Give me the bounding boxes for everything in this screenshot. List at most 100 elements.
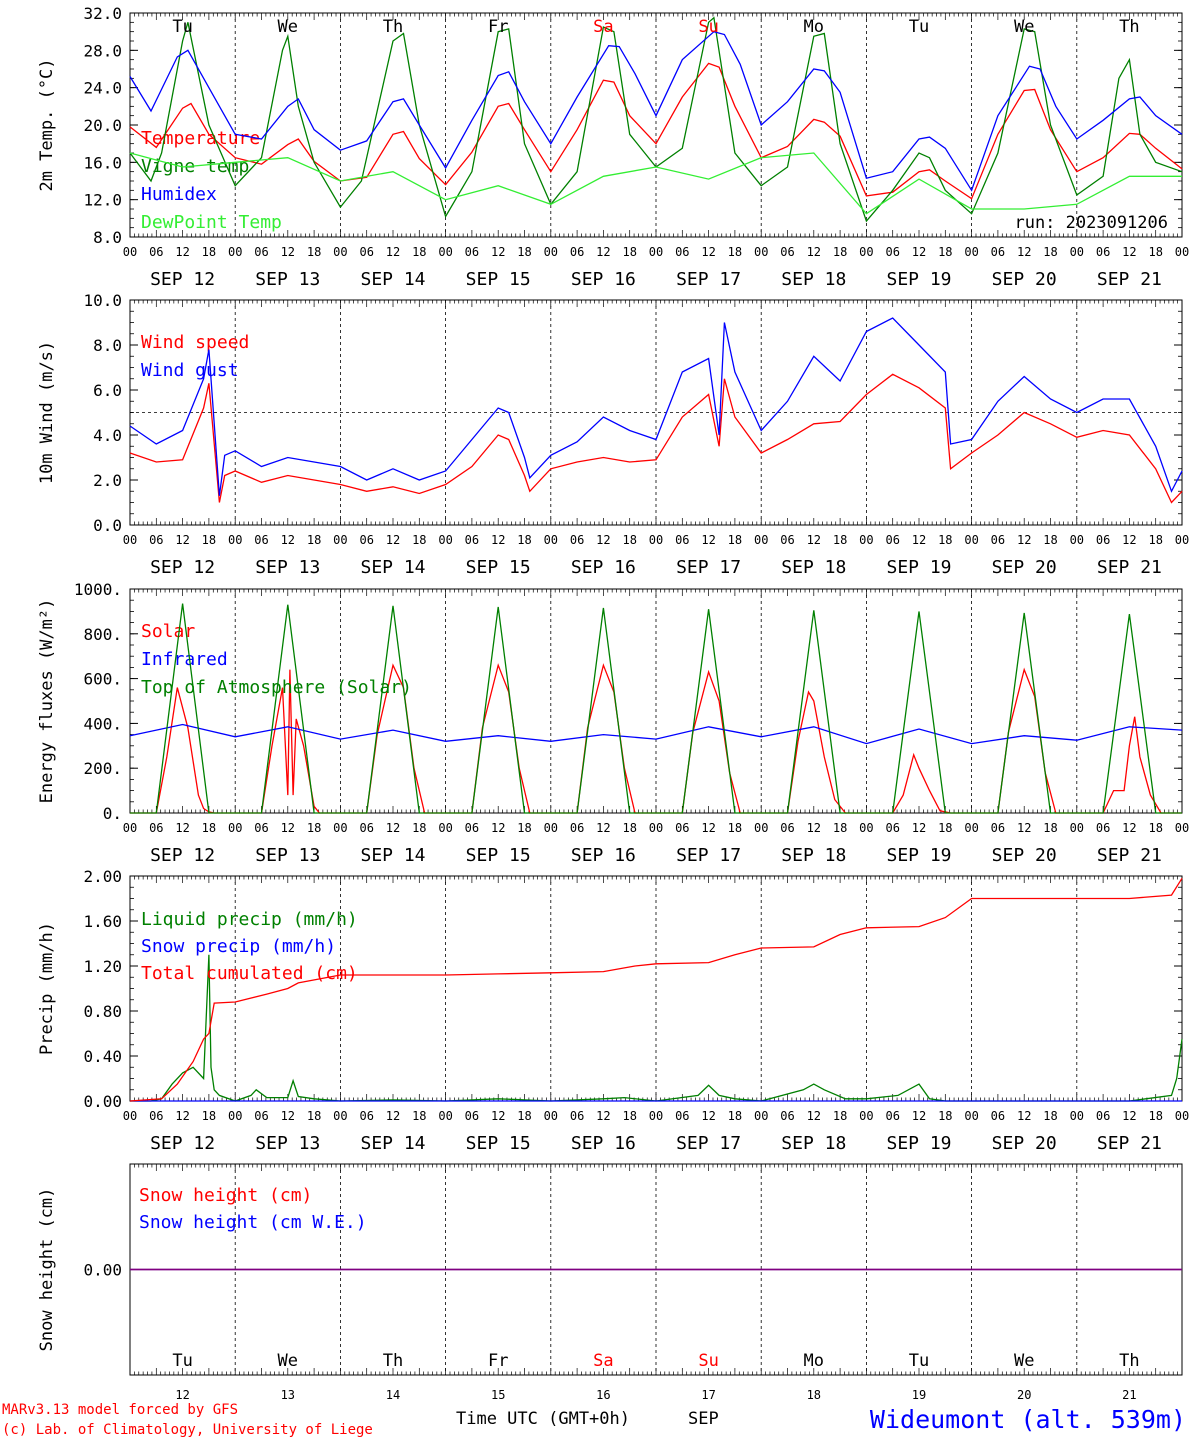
- hour-label: 12: [175, 533, 189, 547]
- hour-label: 18: [1043, 245, 1057, 259]
- series-line-green: [129, 16, 1183, 223]
- hour-label: 00: [123, 533, 137, 547]
- hour-label: 12: [701, 1109, 715, 1123]
- station-label: Wideumont (alt. 539m): [870, 1405, 1186, 1434]
- legend-entry: DewPoint Temp: [141, 212, 282, 233]
- hour-label: 00: [1070, 245, 1084, 259]
- hour-label: 00: [964, 245, 978, 259]
- date-label: SEP 15: [466, 557, 531, 578]
- hour-label: 12: [912, 821, 926, 835]
- date-label: SEP 14: [360, 845, 425, 866]
- hour-label: 12: [1122, 245, 1136, 259]
- hour-label: 18: [728, 1109, 742, 1123]
- hour-label: 12: [1017, 245, 1031, 259]
- hour-label: 18: [517, 245, 531, 259]
- weekday-label: Fr: [488, 1351, 508, 1371]
- legend-entry: Wind gust: [141, 360, 239, 381]
- hour-label: 12: [1122, 821, 1136, 835]
- hour-label: 12: [386, 821, 400, 835]
- hour-label: 00: [1175, 245, 1189, 259]
- y-tick-label: 0.00: [83, 1092, 122, 1111]
- hour-label: 12: [596, 245, 610, 259]
- hour-label: 06: [675, 245, 689, 259]
- hour-label: 06: [570, 821, 584, 835]
- hour-label: 00: [754, 1109, 768, 1123]
- hour-label: 06: [149, 533, 163, 547]
- hour-label: 12: [701, 821, 715, 835]
- date-label: SEP 20: [992, 557, 1057, 578]
- y-axis-label: 10m Wind (m/s): [37, 341, 57, 484]
- hour-label: 00: [754, 821, 768, 835]
- date-label: SEP 21: [1097, 557, 1162, 578]
- y-tick-label: 600.: [83, 670, 122, 689]
- series-line-red: [130, 663, 1182, 814]
- hour-label: 12: [175, 1109, 189, 1123]
- hour-label: 18: [622, 1109, 636, 1123]
- hour-label: 06: [254, 1109, 268, 1123]
- date-label: SEP 19: [886, 269, 951, 290]
- series-line-red: [129, 373, 1183, 504]
- hour-label: 06: [149, 821, 163, 835]
- hour-label: 00: [964, 1109, 978, 1123]
- legend-entry: Humidex: [141, 184, 217, 205]
- weekday-label: Su: [698, 1351, 718, 1371]
- hour-label: 12: [807, 533, 821, 547]
- legend-entry: Temperature: [141, 128, 260, 149]
- date-label: SEP 17: [676, 845, 741, 866]
- day-number: 13: [281, 1388, 295, 1402]
- series-line-red: [129, 877, 1183, 1102]
- hour-label: 06: [885, 821, 899, 835]
- hour-label: 06: [780, 1109, 794, 1123]
- day-number: 17: [701, 1388, 715, 1402]
- hour-label: 00: [859, 533, 873, 547]
- hour-label: 18: [1148, 821, 1162, 835]
- day-number: 18: [807, 1388, 821, 1402]
- date-label: SEP 18: [781, 845, 846, 866]
- day-number: 16: [596, 1388, 610, 1402]
- hour-label: 00: [228, 533, 242, 547]
- hour-label: 18: [728, 245, 742, 259]
- hour-label: 00: [1070, 821, 1084, 835]
- y-tick-label: 24.0: [83, 79, 122, 98]
- y-axis-label: Snow height (cm): [37, 1188, 57, 1352]
- date-label: SEP 19: [886, 1133, 951, 1154]
- hour-label: 12: [491, 1109, 505, 1123]
- hour-label: 18: [1043, 1109, 1057, 1123]
- hour-label: 12: [386, 245, 400, 259]
- date-label: SEP 16: [571, 845, 636, 866]
- hour-label: 06: [780, 533, 794, 547]
- weekday-label: We: [1014, 17, 1034, 37]
- legend-entry: Total cumulated (cm): [141, 963, 358, 984]
- date-label: SEP 13: [255, 1133, 320, 1154]
- hour-label: 18: [412, 533, 426, 547]
- date-label: SEP 14: [360, 557, 425, 578]
- hour-label: 06: [1096, 1109, 1110, 1123]
- panel-2: 0.0 2.0 4.0 6.0 8.0 10.0 10m Wind (m/s) Wind sp…: [37, 291, 1189, 578]
- hour-label: 18: [938, 821, 952, 835]
- weekday-label: Su: [698, 17, 718, 37]
- hour-label: 12: [807, 245, 821, 259]
- hour-label: 18: [938, 245, 952, 259]
- hour-label: 06: [675, 1109, 689, 1123]
- weekday-label: Mo: [804, 1351, 824, 1371]
- series-line-green: [130, 954, 1183, 1102]
- hour-label: 00: [438, 821, 452, 835]
- y-tick-label: 0.0: [93, 516, 122, 535]
- hour-label: 12: [386, 1109, 400, 1123]
- date-label: SEP 12: [150, 1133, 215, 1154]
- y-tick-label: 2.0: [93, 471, 122, 490]
- hour-label: 00: [544, 245, 558, 259]
- credit-line-1: MARv3.13 model forced by GFS: [2, 1402, 238, 1418]
- hour-label: 06: [359, 245, 373, 259]
- y-tick-label: 32.0: [83, 4, 122, 23]
- hour-label: 18: [412, 821, 426, 835]
- y-tick-label: 1.20: [83, 957, 122, 976]
- hour-label: 12: [281, 821, 295, 835]
- hour-label: 18: [938, 1109, 952, 1123]
- day-number: 21: [1122, 1388, 1136, 1402]
- hour-label: 18: [412, 245, 426, 259]
- date-label: SEP 19: [886, 557, 951, 578]
- legend-entry: Snow height (cm W.E.): [139, 1212, 367, 1233]
- hour-label: 06: [359, 1109, 373, 1123]
- legend-entry: Top of Atmosphere (Solar): [141, 677, 412, 698]
